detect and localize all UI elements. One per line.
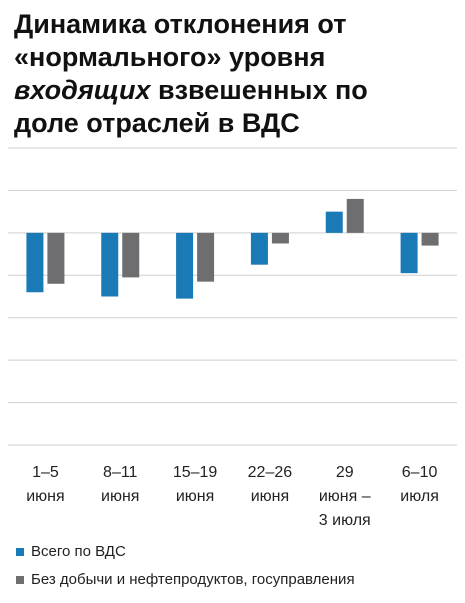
x-tick-label-line: июля <box>400 488 439 505</box>
x-tick-label: 6–10 июля <box>400 464 439 505</box>
x-tick-label-line: 15–19 <box>173 464 218 481</box>
bar-series-1 <box>325 211 343 233</box>
bar-series-2 <box>47 232 65 284</box>
x-tick-label: 8–11 июня <box>101 464 139 505</box>
x-tick-label-line: июня – <box>319 488 371 505</box>
legend-label-series-2: Без добычи и нефтепродуктов, госуправлен… <box>31 571 355 588</box>
x-tick-label: 1–5 июня <box>26 464 64 505</box>
legend-item-series-1: Всего по ВДС <box>16 543 126 560</box>
legend-label-series-1: Всего по ВДС <box>31 543 126 560</box>
x-tick-label-line: 6–10 <box>402 464 438 481</box>
x-tick-label-line: июня <box>101 488 139 505</box>
x-tick-label: 15–19 июня <box>173 464 218 505</box>
x-tick-label-line: 8–11 <box>103 464 138 481</box>
title-line-1: Динамика отклонения от <box>14 9 347 39</box>
title-line-3-rest: взвешенных по <box>150 75 368 105</box>
bar-series-2 <box>346 198 364 233</box>
x-tick-label-line: 3 июля <box>319 512 371 529</box>
bar-series-2 <box>122 232 140 278</box>
bar-series-2 <box>197 232 215 282</box>
bar-series-1 <box>176 232 194 299</box>
legend-item-series-2: Без добычи и нефтепродуктов, госуправлен… <box>16 571 355 588</box>
legend-swatch-series-1 <box>16 547 24 556</box>
bar-series-1 <box>400 232 418 274</box>
bar-series-2 <box>421 232 439 246</box>
bar-series-1 <box>250 232 268 265</box>
x-tick-label-line: июня <box>251 488 289 505</box>
bar-series-2 <box>271 232 289 244</box>
x-tick-label-line: 22–26 <box>248 464 293 481</box>
bar-series-1 <box>26 232 44 293</box>
title-line-2: «нормального» уровня <box>14 42 326 72</box>
title-line-3-italic: входящих <box>14 75 151 105</box>
x-tick-label-line: июня <box>26 488 64 505</box>
x-tick-label-line: июня <box>176 488 214 505</box>
title-line-4: доле отраслей в ВДС <box>14 108 300 138</box>
x-tick-label: 22–26 июня <box>248 464 293 505</box>
bar-series-1 <box>101 232 119 297</box>
chart-title: Динамика отклонения от «нормального» уров… <box>14 8 454 140</box>
legend-swatch-series-2 <box>16 575 24 584</box>
x-tick-label-line: 1–5 <box>32 464 59 481</box>
x-tick-label-line: 29 <box>336 464 354 481</box>
x-tick-label: 29 июня – 3 июля <box>319 464 371 529</box>
